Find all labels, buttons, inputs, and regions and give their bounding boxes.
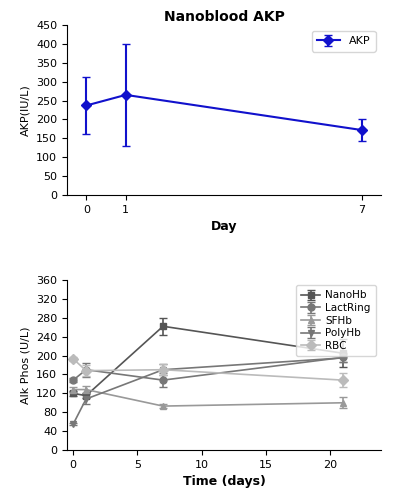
X-axis label: Time (days): Time (days) — [183, 476, 265, 488]
X-axis label: Day: Day — [211, 220, 237, 234]
Legend: NanoHb, LactRing, SFHb, PolyHb, RBC: NanoHb, LactRing, SFHb, PolyHb, RBC — [296, 285, 376, 356]
Legend: AKP: AKP — [312, 30, 376, 52]
Y-axis label: Alk Phos (U/L): Alk Phos (U/L) — [20, 326, 30, 404]
Title: Nanoblood AKP: Nanoblood AKP — [163, 10, 285, 24]
Y-axis label: AKP(IU/L): AKP(IU/L) — [20, 84, 30, 136]
